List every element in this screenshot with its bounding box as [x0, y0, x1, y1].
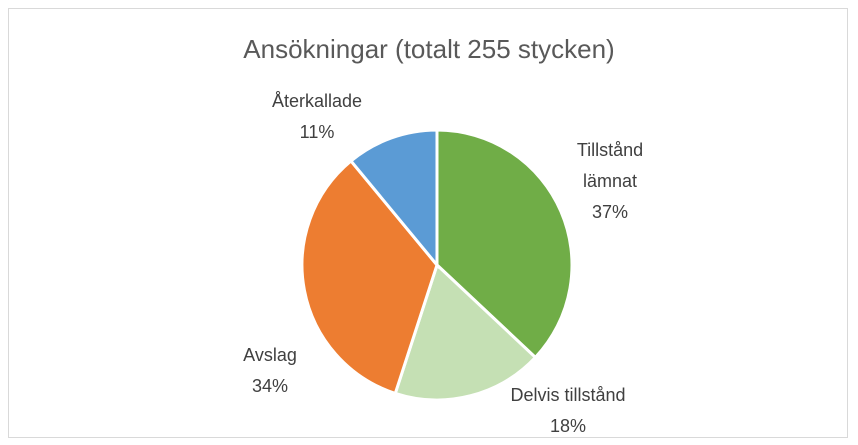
value-label: 37%	[591, 202, 629, 222]
pie-slice	[435, 128, 574, 360]
category-label: Återkallade	[271, 91, 363, 111]
category-label: Avslag	[243, 345, 297, 365]
chart-border	[8, 8, 848, 438]
category-label: Delvis tillstånd	[510, 385, 626, 405]
slice-label: Avslag 34%	[210, 340, 330, 402]
value-label: 11%	[299, 122, 335, 142]
pie-slice	[393, 262, 538, 402]
slice-label: Delvis tillstånd 18%	[468, 380, 668, 442]
pie-slice	[300, 158, 439, 396]
chart-title: Ansökningar (totalt 255 stycken)	[243, 34, 615, 64]
category-label: Tillstånd lämnat	[576, 140, 644, 191]
slice-label: Tillstånd lämnat 37%	[555, 135, 665, 228]
pie-slice	[348, 128, 439, 270]
value-label: 34%	[251, 376, 289, 396]
slice-label: Återkallade 11%	[247, 86, 387, 148]
value-label: 18%	[549, 416, 587, 436]
